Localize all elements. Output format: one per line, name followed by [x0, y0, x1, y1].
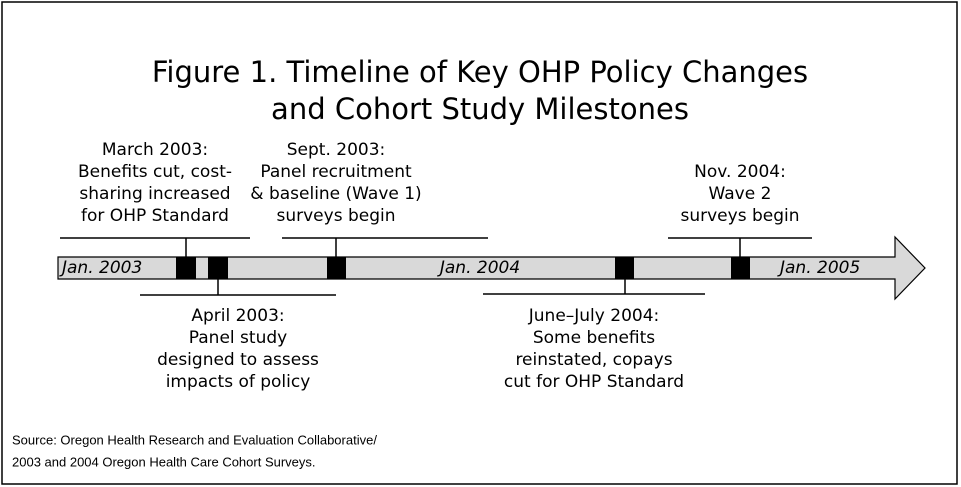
event-text: June–July 2004:	[528, 306, 660, 326]
timeline-arrow	[57, 235, 926, 301]
event-text: surveys begin	[277, 206, 396, 226]
event-text: Panel study	[189, 328, 287, 348]
markers	[176, 257, 750, 279]
marker	[176, 257, 196, 279]
event-text: Some benefits	[533, 328, 655, 348]
event-text: impacts of policy	[166, 372, 311, 392]
source-line: Source: Oregon Health Research and Evalu…	[12, 432, 377, 447]
event-text: surveys begin	[681, 206, 800, 226]
event-text: reinstated, copays	[515, 350, 672, 370]
event-text: designed to assess	[157, 350, 319, 370]
source-line: 2003 and 2004 Oregon Health Care Cohort …	[12, 454, 316, 469]
event-text: Sept. 2003:	[287, 140, 386, 160]
event-text: April 2003:	[191, 306, 284, 326]
marker	[327, 257, 346, 279]
event-text: Nov. 2004:	[694, 162, 786, 182]
title-line: Figure 1. Timeline of Key OHP Policy Cha…	[152, 55, 808, 89]
timeline-label: Jan. 2003	[59, 258, 142, 278]
marker	[731, 257, 750, 279]
timeline-label: Jan. 2004	[437, 258, 520, 278]
title-line: and Cohort Study Milestones	[271, 92, 689, 126]
event-text: Wave 2	[709, 184, 772, 204]
timeline-label: Jan. 2005	[777, 258, 860, 278]
event-text: sharing increased	[79, 184, 230, 204]
event-text: for OHP Standard	[81, 206, 229, 226]
event-text: Benefits cut, cost-	[78, 162, 232, 182]
event-text: cut for OHP Standard	[504, 372, 684, 392]
event-text: Panel recruitment	[260, 162, 412, 182]
connectors	[60, 237, 812, 296]
event-text: & baseline (Wave 1)	[250, 184, 421, 204]
marker	[615, 257, 634, 279]
event-text: March 2003:	[102, 140, 208, 160]
marker	[208, 257, 228, 279]
